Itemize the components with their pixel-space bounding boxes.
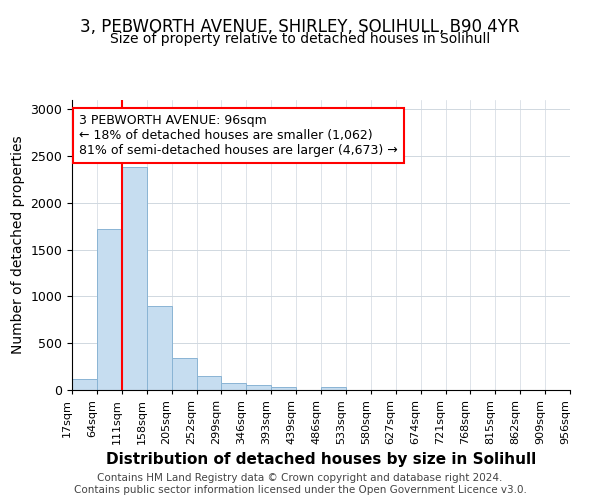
Bar [321,387,346,390]
Bar [122,168,147,390]
Bar [221,382,247,390]
Bar [271,387,296,390]
Text: 3 PEBWORTH AVENUE: 96sqm
← 18% of detached houses are smaller (1,062)
81% of sem: 3 PEBWORTH AVENUE: 96sqm ← 18% of detach… [79,114,398,157]
Bar [247,386,271,390]
X-axis label: Distribution of detached houses by size in Solihull: Distribution of detached houses by size … [106,452,536,468]
Bar [197,376,221,390]
Bar [72,379,97,390]
Text: Size of property relative to detached houses in Solihull: Size of property relative to detached ho… [110,32,490,46]
Y-axis label: Number of detached properties: Number of detached properties [11,136,25,354]
Bar [97,229,122,390]
Bar [146,306,172,390]
Text: 3, PEBWORTH AVENUE, SHIRLEY, SOLIHULL, B90 4YR: 3, PEBWORTH AVENUE, SHIRLEY, SOLIHULL, B… [80,18,520,36]
Bar [172,358,197,390]
Text: Contains HM Land Registry data © Crown copyright and database right 2024.
Contai: Contains HM Land Registry data © Crown c… [74,474,526,495]
